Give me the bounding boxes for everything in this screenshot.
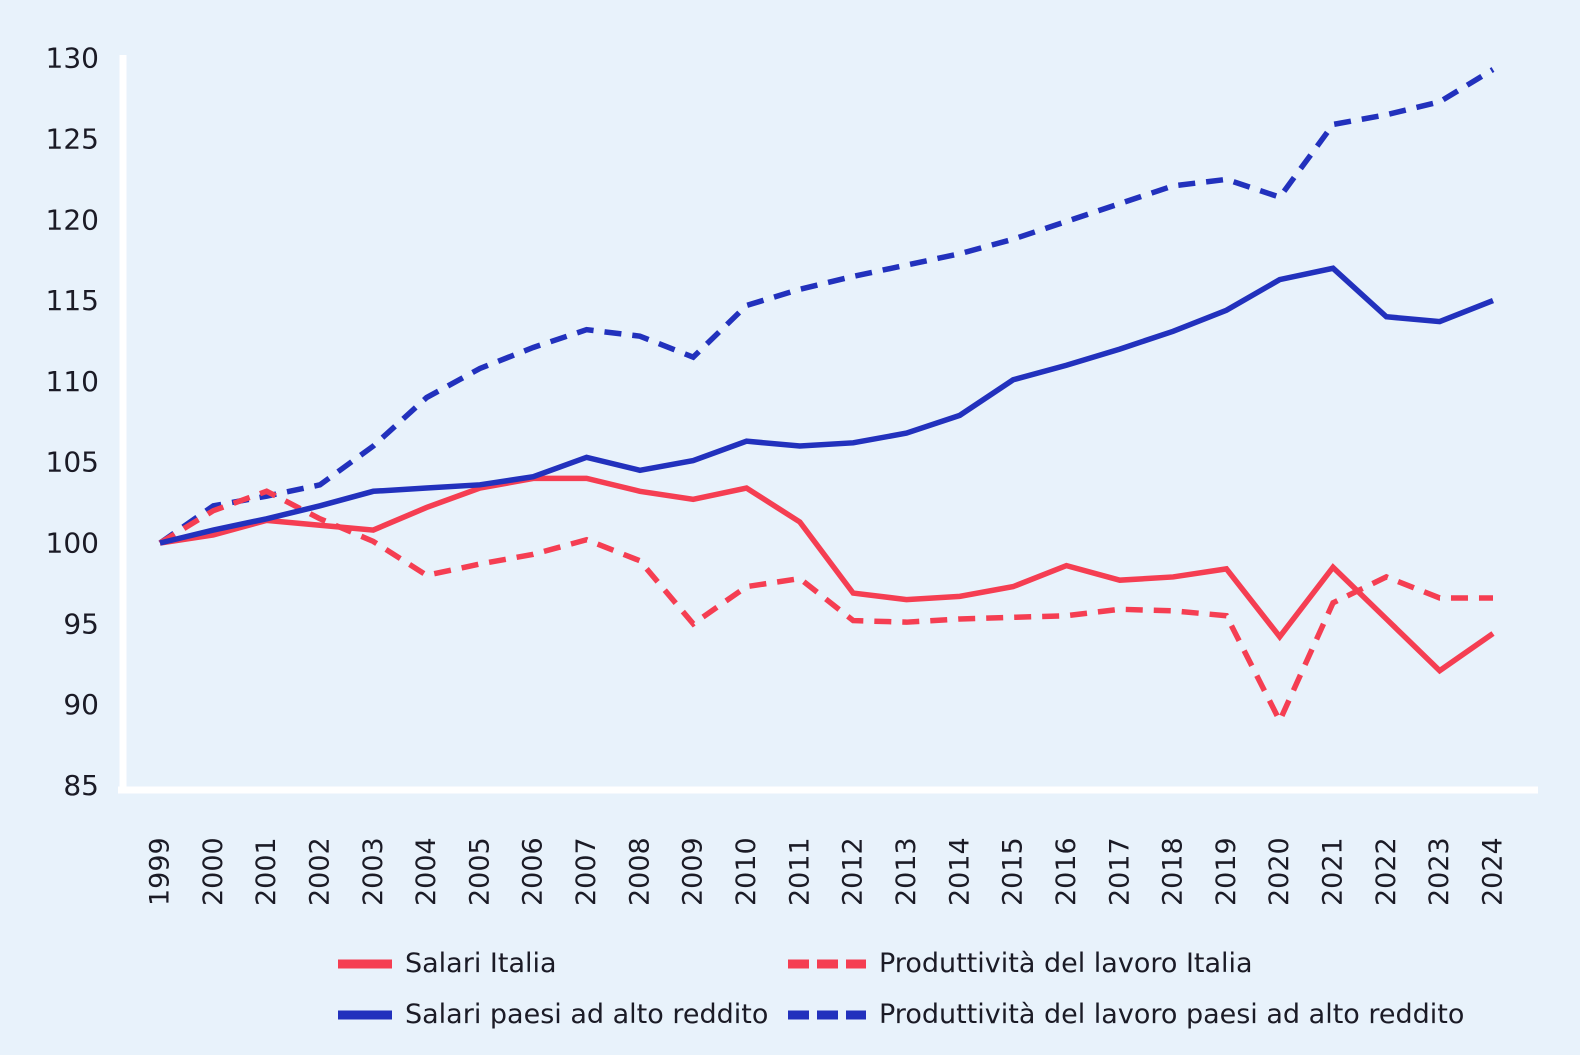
y-tick-label: 85 — [63, 769, 99, 802]
y-tick-label: 110 — [46, 365, 99, 398]
x-tick-label: 2007 — [571, 837, 602, 906]
y-tick-label: 130 — [46, 42, 99, 75]
x-tick-label: 2006 — [518, 837, 549, 906]
x-tick-label: 2013 — [891, 837, 922, 906]
x-tick-label: 2011 — [784, 837, 815, 906]
x-tick-label: 2012 — [838, 837, 869, 906]
y-axis-tick-labels: 130 125 120 115 110 105 100 95 90 85 — [46, 42, 99, 802]
y-tick-label: 90 — [63, 688, 99, 721]
x-tick-label: 2017 — [1104, 837, 1135, 906]
y-tick-label: 105 — [46, 446, 99, 479]
x-tick-label: 2024 — [1478, 837, 1509, 906]
legend-swatch-solid-blue-icon — [338, 1010, 392, 1020]
x-tick-label: 2008 — [624, 837, 655, 906]
x-tick-label: 2009 — [678, 837, 709, 906]
x-tick-label: 2002 — [304, 837, 335, 906]
y-tick-label: 95 — [63, 607, 99, 640]
x-tick-label: 2019 — [1211, 837, 1242, 906]
legend-label: Salari Italia — [405, 948, 557, 979]
x-tick-label: 2015 — [998, 837, 1029, 906]
legend-item-produttivita-italia: Produttività del lavoro Italia — [788, 948, 1464, 979]
x-tick-label: 2000 — [198, 837, 229, 906]
x-tick-label: 2004 — [411, 837, 442, 906]
y-tick-label: 125 — [46, 123, 99, 156]
series-line-3 — [158, 67, 1495, 546]
axes — [118, 55, 1538, 794]
legend-label: Produttività del lavoro paesi ad alto re… — [879, 999, 1465, 1030]
series-line-2 — [159, 265, 1495, 546]
x-tick-label: 2010 — [731, 837, 762, 906]
legend-label: Salari paesi ad alto reddito — [405, 999, 769, 1030]
legend-swatch-dashed-blue-icon — [788, 1010, 866, 1020]
legend-item-produttivita-alto-reddito: Produttività del lavoro paesi ad alto re… — [788, 999, 1464, 1030]
legend-swatch-solid-red-icon — [338, 959, 392, 969]
x-tick-label: 2023 — [1424, 837, 1455, 906]
series-line-0 — [159, 475, 1495, 675]
legend-item-salari-italia: Salari Italia — [338, 948, 788, 979]
data-series-lines — [158, 67, 1495, 728]
x-axis-tick-labels: 1999 2000 2001 2002 2003 2004 2005 2006 2007 2008… — [145, 837, 1509, 906]
x-tick-label: 2018 — [1158, 837, 1189, 906]
legend-swatch-dashed-red-icon — [788, 959, 866, 969]
x-tick-label: 2014 — [944, 837, 975, 906]
y-tick-label: 120 — [46, 203, 99, 236]
x-tick-label: 2021 — [1318, 837, 1349, 906]
x-tick-label: 2020 — [1264, 837, 1295, 906]
y-tick-label: 100 — [46, 527, 99, 560]
legend-label: Produttività del lavoro Italia — [879, 948, 1253, 979]
x-tick-label: 2001 — [251, 837, 282, 906]
x-tick-label: 2005 — [464, 837, 495, 906]
series-line-1 — [158, 488, 1493, 728]
x-tick-label: 2003 — [358, 837, 389, 906]
legend: Salari Italia Produttività del lavoro It… — [338, 938, 1464, 1040]
x-tick-label: 2022 — [1371, 837, 1402, 906]
legend-item-salari-alto-reddito: Salari paesi ad alto reddito — [338, 999, 788, 1030]
x-tick-label: 2016 — [1051, 837, 1082, 906]
x-tick-label: 1999 — [145, 837, 176, 906]
y-tick-label: 115 — [46, 284, 99, 317]
